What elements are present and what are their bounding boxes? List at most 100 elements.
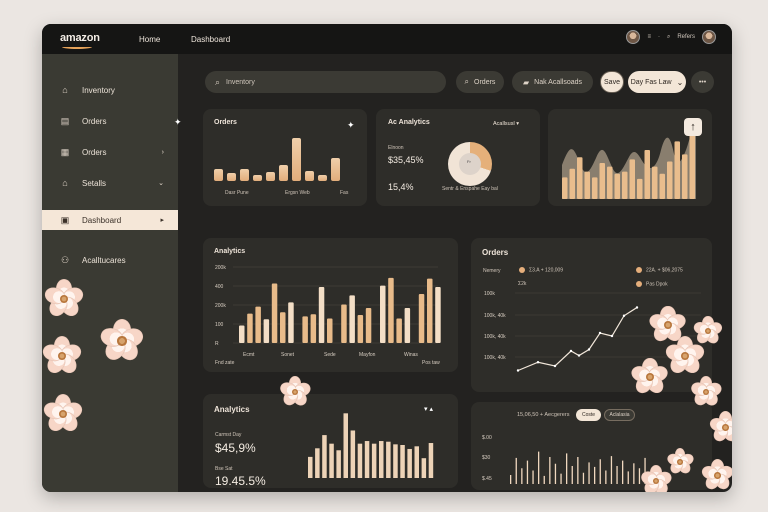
analytics-bottom-bar [336,450,341,478]
y-tick-label: $.00 [482,435,492,441]
more-icon: ••• [698,78,707,86]
line-left-label: Nemery [483,268,501,274]
caret-icon[interactable]: ▾ ▴ [424,406,433,413]
nak-acallsoads-label: Nak Acallsoads [534,78,582,86]
comparison-bar [582,472,585,484]
sidebar-item-inventory[interactable]: ⌂ Inventory [42,80,178,100]
sidebar-item-orders[interactable]: ▤ Orders [42,111,178,131]
analytics-bottom-card[interactable]: Analytics ▾ ▴ Carmst Day $45,9% Bse Sat … [203,394,458,488]
x-axis-label: Ecmt [243,352,255,358]
search-bar[interactable]: ⌕ Inventory [205,71,446,93]
comparison-bar [532,470,534,484]
legend-item: Pas Dpok [636,281,668,287]
amazon-logo[interactable]: amazon [60,32,100,44]
analytics-bar [280,312,286,343]
analytics-bottom-bar [386,441,391,478]
x-label: Fas [340,190,349,196]
analytics-bottom-bar [364,441,370,478]
document-icon: ▤ [60,115,70,126]
x-label: Dasr Pune [225,190,249,196]
analytics-bar-chart-card[interactable]: Analytics 200k 400 200k 100 R Fnd zate Ecmt Son… [203,238,458,372]
home-icon: ⌂ [62,178,68,188]
menu-icon[interactable]: ≡ [647,34,651,40]
comparison-bar [633,463,635,484]
orders-line-chart-card[interactable]: Orders Nemery Σ2k Σ3.A + 120,009 22A. + … [471,238,712,392]
nav-dashboard-link[interactable]: Dashboard [191,35,231,44]
analytics-bottom-bar [343,413,348,478]
analytics-filter[interactable]: Acallsusl ▾ [493,121,519,127]
area-chart-bar [599,163,605,199]
metric-value: $45,9% [215,441,256,455]
area-chart-card[interactable]: ↑ [548,109,712,206]
sidebar-item-label: Inventory [82,85,115,95]
tab-label: Coste [581,412,596,418]
area-chart-bar [667,161,673,199]
search-icon: ⌕ [215,76,221,87]
comparison-bar [538,451,540,484]
area-chart-bar [652,166,658,199]
tab-coste[interactable]: Coste [576,409,601,421]
sidebar-item-orders-secondary[interactable]: ▦ Orders › [42,142,178,162]
top-navigation: amazon Home Dashboard ≡ · ⌕ Refers [42,24,732,54]
legend-item: Σ3.A + 120,009 [519,267,563,273]
comparison-bar [566,453,568,484]
area-chart-bar [637,178,643,199]
more-button[interactable]: ••• [691,71,714,93]
comparison-bar [588,462,590,484]
calendar-icon: ▣ [60,214,70,225]
analytics-bar [418,294,425,343]
arrow-up-icon[interactable]: ↑ [684,118,702,136]
y-tick-label: 400 [215,284,224,290]
metric-value: $35,45% [388,155,424,165]
donut-caption: Sentr & Enspahe Eay bal [442,186,498,192]
comparison-bar [627,471,629,484]
mini-bar [305,171,314,181]
sidebar-item-accountcares[interactable]: ⚇ Acalltucares [42,250,178,270]
analytics-bottom-bar [393,444,398,478]
nak-acallsoads-button[interactable]: ▰ Nak Acallsoads [512,71,593,93]
orders-mini-bar-chart [214,129,340,181]
area-chart-bar [592,177,598,199]
comparison-bar [655,465,657,484]
y-tick-label: 200k [215,265,226,271]
save-button[interactable]: Save [600,71,624,93]
line-point [587,348,591,351]
comparison-bar [571,466,573,484]
nav-home-link[interactable]: Home [139,35,161,44]
y-tick-label: 100k [484,291,495,297]
analytics-bar [239,325,245,343]
analytics-bottom-bar [379,441,384,478]
analytics-donut-card[interactable]: Ac Analytics Acallsusl ▾ Elnoon $35,45% … [376,109,540,206]
profile-avatar[interactable] [702,30,716,44]
analytics-bar [302,316,308,343]
search-input[interactable]: Inventory [226,78,255,86]
search-icon[interactable]: ⌕ [666,33,671,40]
analytics-bottom-bar [421,458,427,478]
analytics-bar [380,285,386,343]
comparison-bar [644,457,646,484]
orders-button[interactable]: ⌕ Orders [456,71,504,93]
analytics-bar [318,287,325,343]
refers-label[interactable]: Refers [677,34,695,40]
mini-bar [240,169,249,181]
date-range-select[interactable]: Day Fas Law ⌄ [628,71,686,93]
sidebar-item-settings[interactable]: ⌂ Setalls ⌄ [42,173,178,193]
user-avatar[interactable] [626,30,641,44]
home-icon: ⌂ [62,85,68,95]
analytics-bottom-bar [315,448,320,478]
mini-bar [266,172,275,181]
sidebar-item-dashboard[interactable]: ▣ Dashboard ▸ [42,210,178,230]
comparison-bar [577,457,579,484]
tab-aclalasia[interactable]: Aclalasia [604,409,635,421]
analytics-bottom-bar-chart [308,413,434,478]
area-chart-bar [682,154,688,199]
analytics-bottom-bar [357,443,363,478]
orders-mini-card[interactable]: Orders ✦ Dasr Pune Ergsn Web Fas [203,109,367,206]
mini-bar [292,138,301,181]
area-chart-bar [629,159,635,199]
metric-value: 19.45.5% [215,474,266,488]
comparison-chart-card[interactable]: 15,06,50 + Aecgerers Coste Aclalasia $.0… [471,402,712,490]
title-prefix: Ac [388,119,397,126]
sidebar: ⌂ Inventory ▤ Orders ✦ ▦ Orders › ⌂ Seta… [42,54,182,492]
line-point [598,331,602,335]
